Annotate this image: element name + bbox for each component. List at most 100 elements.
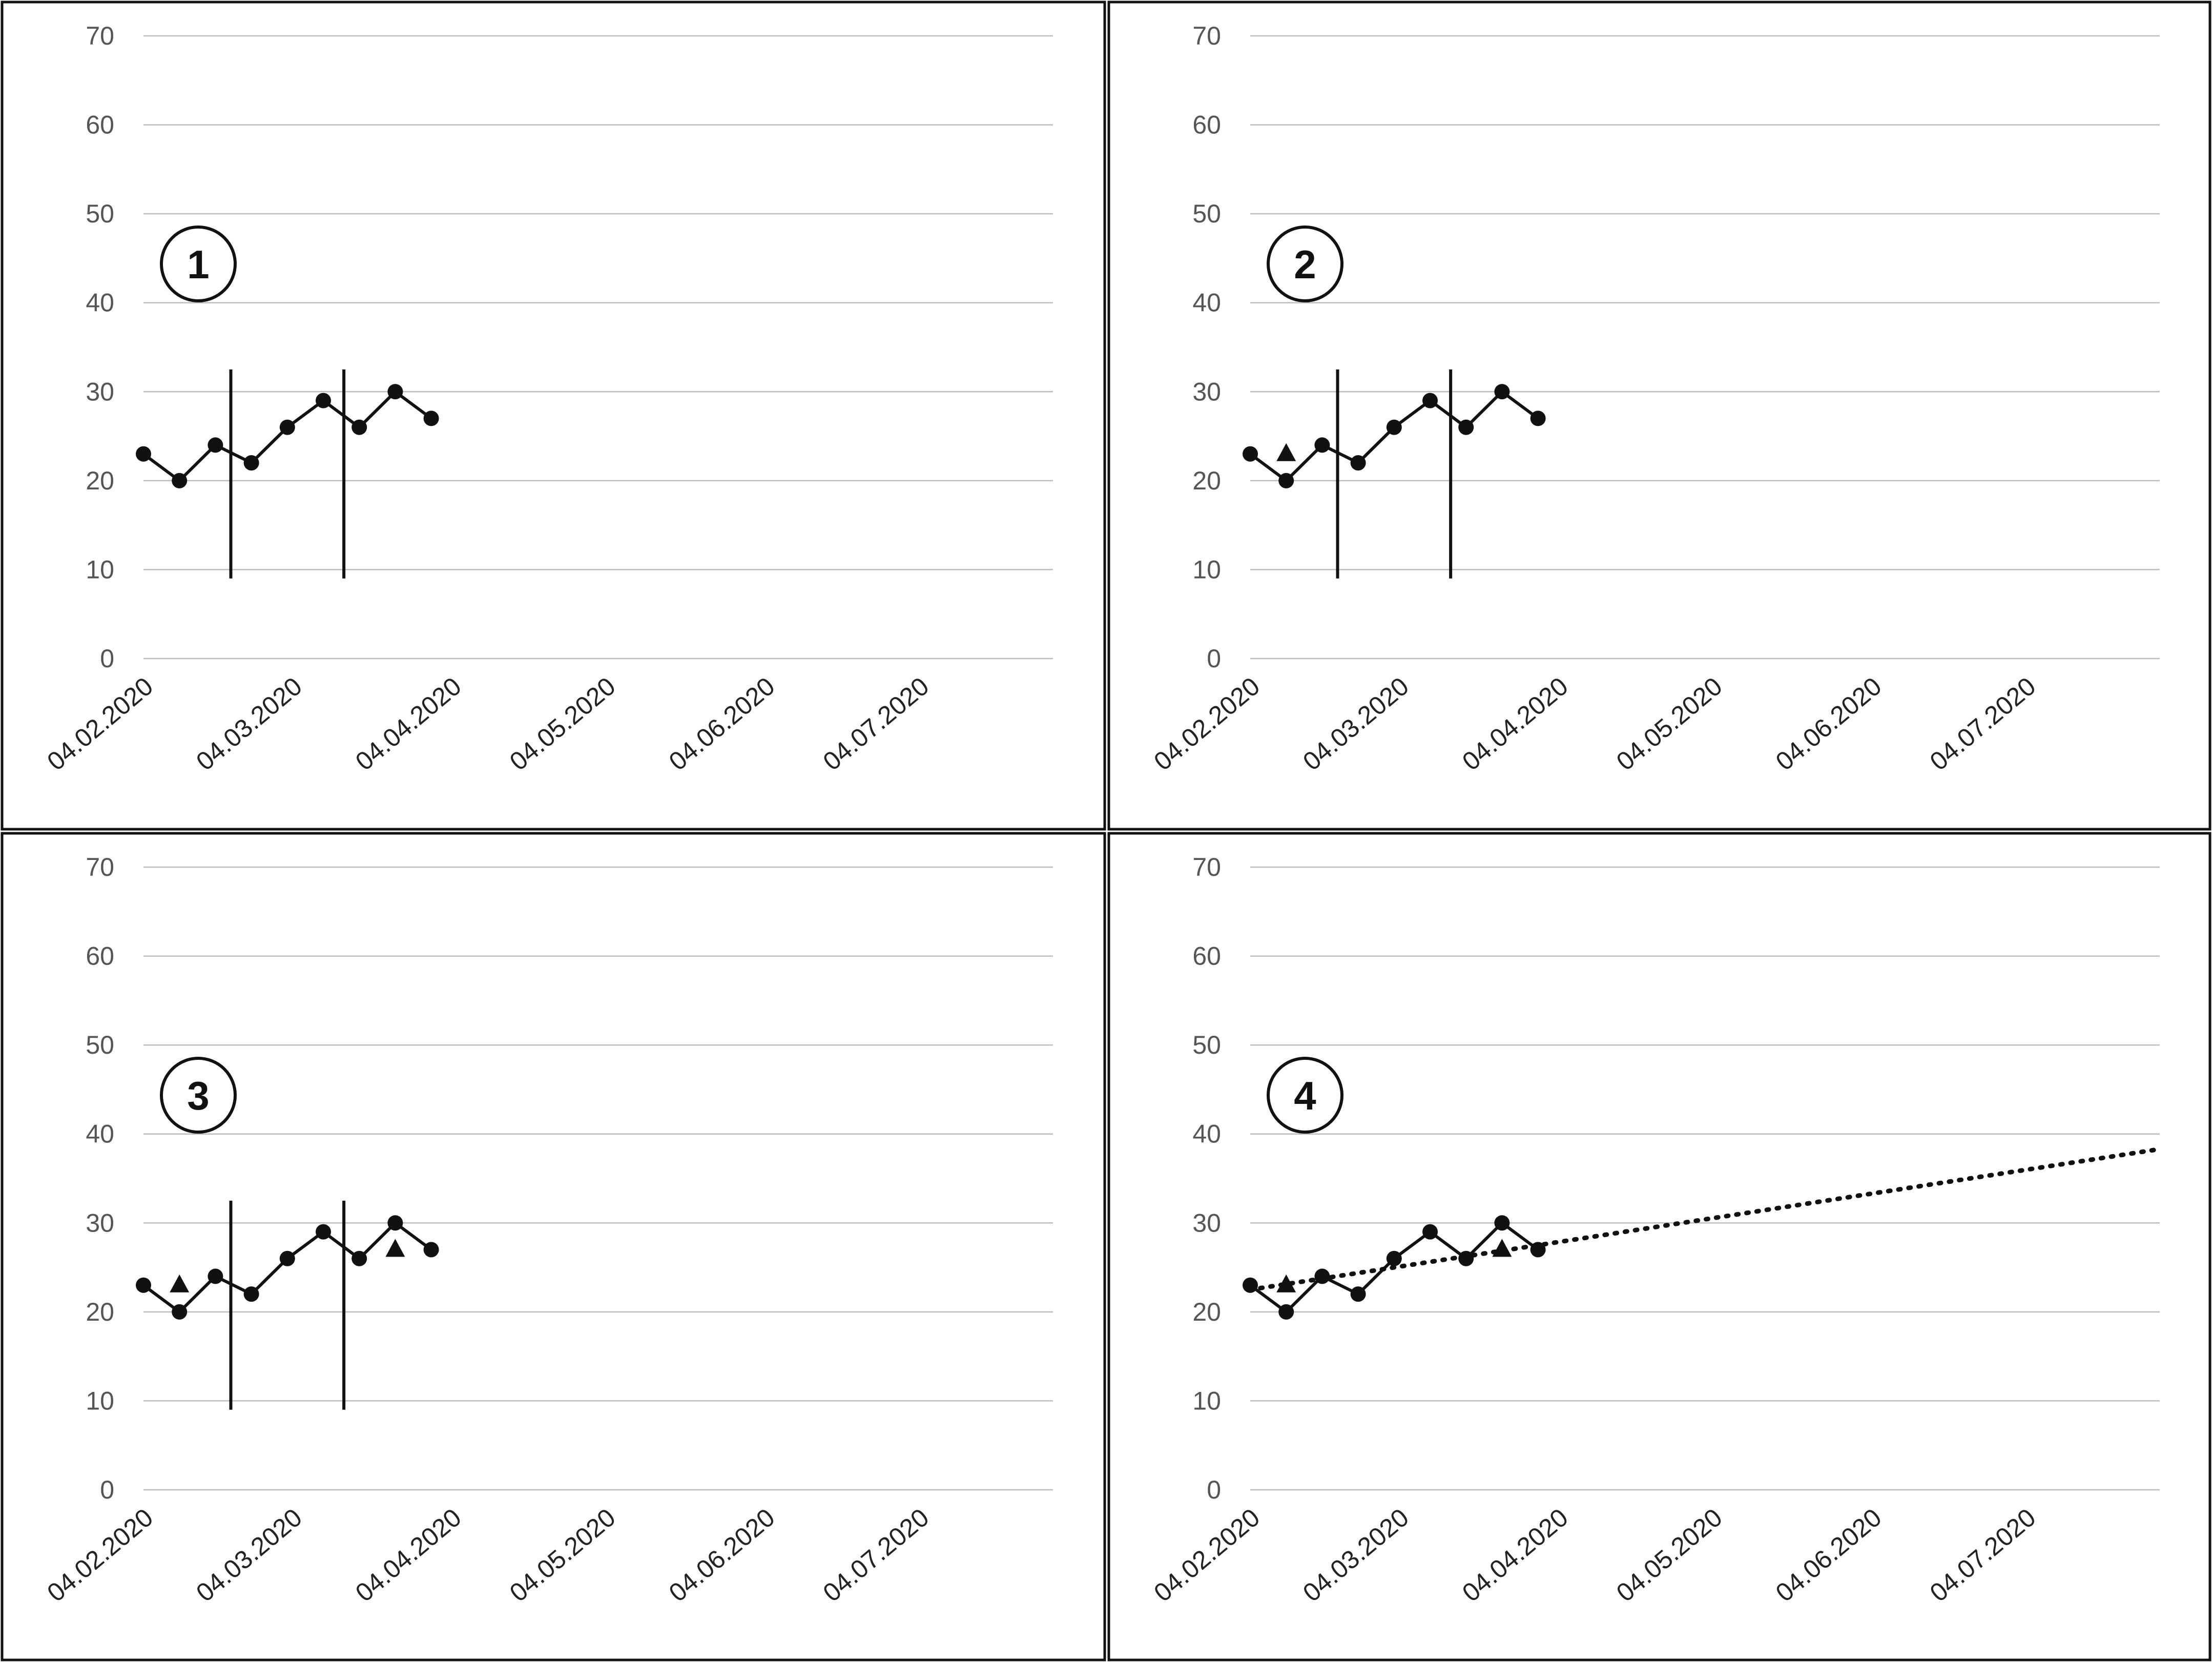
triangle-marker: [385, 1239, 405, 1257]
y-tick-label: 70: [86, 22, 114, 50]
data-point: [1458, 419, 1474, 435]
data-point: [1530, 1242, 1546, 1258]
triangle-marker: [1492, 1239, 1512, 1257]
data-point: [315, 393, 331, 408]
y-tick-label: 10: [1192, 1386, 1221, 1415]
x-tick-label: 04.04.2020: [1457, 1503, 1574, 1608]
y-tick-label: 40: [1192, 289, 1221, 317]
data-point: [172, 1304, 188, 1320]
data-point: [1530, 411, 1546, 426]
y-tick-label: 50: [86, 199, 114, 228]
y-tick-label: 30: [1192, 377, 1221, 406]
y-tick-label: 10: [86, 1386, 114, 1415]
y-tick-label: 60: [1192, 111, 1221, 139]
data-point: [423, 1242, 439, 1258]
x-tick-label: 04.04.2020: [1457, 672, 1574, 776]
panel-number-label: 1: [187, 242, 209, 287]
y-tick-label: 10: [1192, 555, 1221, 584]
panel-number-badge: [160, 1057, 237, 1134]
data-point: [1386, 1250, 1402, 1266]
triangle-marker: [1276, 1274, 1296, 1292]
x-tick-label: 04.06.2020: [664, 1503, 780, 1608]
y-tick-label: 30: [86, 1208, 114, 1237]
x-tick-label: 04.03.2020: [1297, 672, 1414, 776]
x-tick-label: 04.05.2020: [1611, 672, 1728, 776]
y-tick-label: 50: [1192, 199, 1221, 228]
y-tick-label: 60: [86, 942, 114, 971]
data-point: [136, 446, 151, 462]
x-tick-label: 04.02.2020: [42, 672, 158, 776]
data-point: [352, 1250, 367, 1266]
x-tick-label: 04.05.2020: [1611, 1503, 1728, 1608]
x-tick-label: 04.04.2020: [350, 1503, 467, 1608]
y-tick-label: 50: [86, 1031, 114, 1059]
x-tick-label: 04.04.2020: [350, 672, 467, 776]
y-tick-label: 10: [86, 555, 114, 584]
x-tick-label: 04.07.2020: [818, 672, 935, 776]
y-tick-label: 0: [100, 1475, 114, 1504]
y-tick-label: 0: [1207, 644, 1221, 673]
data-point: [208, 1268, 223, 1284]
y-tick-label: 30: [1192, 1208, 1221, 1237]
triangle-marker: [170, 1274, 190, 1292]
x-tick-label: 04.03.2020: [191, 672, 307, 776]
x-tick-label: 04.07.2020: [818, 1503, 935, 1608]
data-point: [279, 1250, 295, 1266]
data-point: [1350, 455, 1366, 471]
y-tick-label: 70: [1192, 22, 1221, 50]
y-tick-label: 40: [86, 289, 114, 317]
data-point: [423, 411, 439, 426]
y-tick-label: 20: [1192, 466, 1221, 495]
data-point: [315, 1224, 331, 1240]
data-point: [1314, 1268, 1330, 1284]
panel-number-badge: [1267, 225, 1343, 302]
y-tick-label: 30: [86, 377, 114, 406]
data-point: [1350, 1286, 1366, 1302]
x-tick-label: 04.02.2020: [1148, 1503, 1265, 1608]
y-tick-label: 0: [1207, 1475, 1221, 1504]
data-point: [1458, 1250, 1474, 1266]
data-point: [172, 473, 188, 488]
chart-panel-3: 0 10 20 30 40 50 60 70 04.02.2020 04.03.2020 04.04…: [1, 832, 1106, 1661]
data-point: [1494, 384, 1510, 400]
data-point: [1422, 1224, 1438, 1240]
y-tick-label: 60: [1192, 942, 1221, 971]
data-point: [1494, 1215, 1510, 1231]
y-tick-label: 50: [1192, 1031, 1221, 1059]
panel-frame: [1107, 1, 2211, 831]
y-tick-label: 70: [86, 853, 114, 881]
data-point: [1422, 393, 1438, 408]
panel-frame: [1107, 832, 2211, 1661]
trend-line: [1248, 1146, 2162, 1292]
x-tick-label: 04.05.2020: [504, 1503, 621, 1608]
x-tick-label: 04.06.2020: [1770, 1503, 1887, 1608]
data-point: [1278, 473, 1294, 488]
y-tick-label: 20: [86, 466, 114, 495]
data-point: [136, 1277, 151, 1293]
data-point: [243, 1286, 259, 1302]
y-tick-label: 40: [86, 1120, 114, 1148]
data-point: [279, 419, 295, 435]
panel-frame: [1, 832, 1106, 1661]
data-point: [208, 437, 223, 453]
data-point: [387, 384, 403, 400]
y-tick-label: 70: [1192, 853, 1221, 881]
panel-number-label: 4: [1294, 1073, 1316, 1118]
y-tick-label: 20: [86, 1298, 114, 1326]
panel-frame: [1, 1, 1106, 831]
data-point: [1386, 419, 1402, 435]
panel-number-label: 2: [1294, 242, 1316, 287]
x-tick-label: 04.03.2020: [191, 1503, 307, 1608]
x-tick-label: 04.02.2020: [42, 1503, 158, 1608]
x-tick-label: 04.07.2020: [1925, 672, 2041, 776]
y-tick-label: 40: [1192, 1120, 1221, 1148]
data-point: [1243, 1277, 1258, 1293]
y-tick-label: 0: [100, 644, 114, 673]
x-tick-label: 04.06.2020: [664, 672, 780, 776]
x-tick-label: 04.07.2020: [1925, 1503, 2041, 1608]
x-tick-label: 04.06.2020: [1770, 672, 1887, 776]
y-tick-label: 60: [86, 111, 114, 139]
data-point: [243, 455, 259, 471]
triangle-marker: [1276, 443, 1296, 461]
